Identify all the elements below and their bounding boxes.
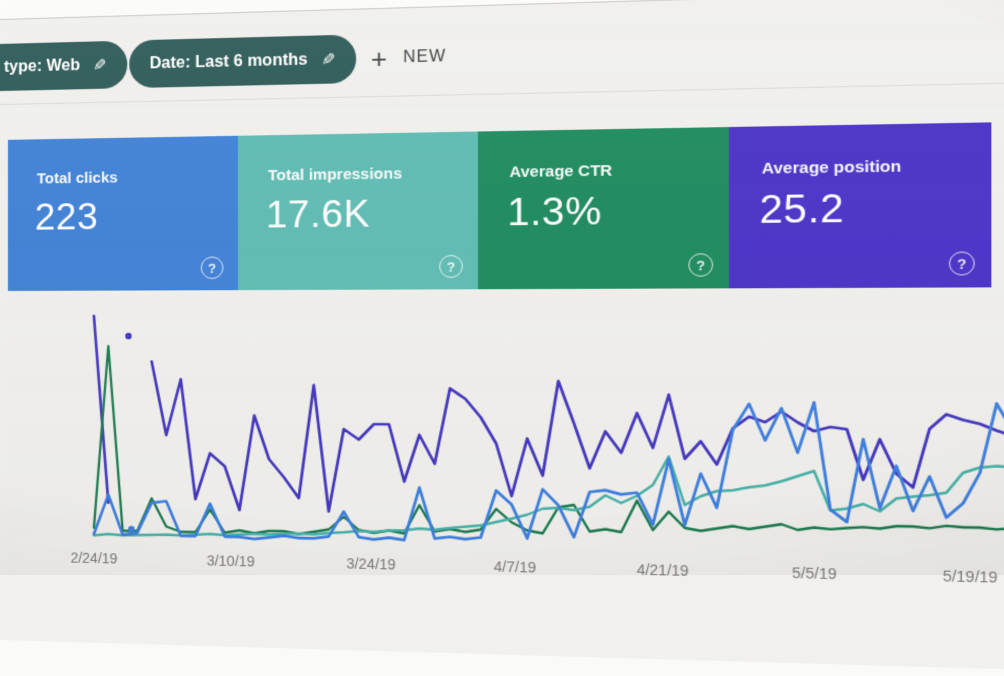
chip-date-range[interactable]: Date: Last 6 months ✎ [129, 34, 357, 89]
chip-search-type[interactable]: type: Web ✎ [0, 40, 127, 93]
series-ctr-line [94, 346, 1004, 551]
metric-value: 17.6K [265, 192, 371, 236]
metric-card-total-impressions[interactable]: Total impressions 17.6K ? [237, 131, 478, 291]
metric-value: 223 [34, 195, 99, 238]
metric-label: Average CTR [509, 161, 613, 182]
x-tick-label: 3/10/19 [206, 552, 255, 570]
filter-bar: type: Web ✎ Date: Last 6 months ✎ + NEW [0, 11, 1004, 93]
plus-icon: + [370, 42, 388, 74]
x-tick-label: 5/19/19 [942, 567, 998, 586]
new-filter-label: NEW [403, 47, 447, 66]
page-top-edge [0, 0, 1004, 20]
x-tick-label: 4/7/19 [493, 558, 537, 576]
metric-label: Total impressions [267, 165, 403, 185]
metric-cards-row: Total clicks 223 ? Total impressions 17.… [7, 122, 992, 291]
help-icon[interactable]: ? [688, 253, 714, 277]
metric-label: Average position [761, 157, 902, 178]
new-filter-button[interactable]: + NEW [371, 32, 446, 83]
help-icon[interactable]: ? [948, 251, 975, 276]
metric-value: 1.3% [507, 189, 602, 234]
metric-label: Total clicks [36, 169, 118, 188]
x-tick-label: 5/5/19 [791, 564, 837, 583]
edit-pencil-icon[interactable]: ✎ [93, 56, 107, 75]
metric-card-average-ctr[interactable]: Average CTR 1.3% ? [477, 127, 729, 290]
series-position-gap-dot [125, 332, 132, 340]
chip-search-type-label: type: Web [3, 56, 80, 76]
help-icon[interactable]: ? [439, 254, 463, 278]
chip-date-range-label: Date: Last 6 months [149, 50, 308, 72]
help-icon[interactable]: ? [200, 256, 224, 280]
metric-card-total-clicks[interactable]: Total clicks 223 ? [7, 135, 238, 291]
metric-value: 25.2 [759, 186, 845, 232]
performance-chart: 2/24/19 3/10/19 3/24/19 4/7/19 4/21/19 5… [0, 292, 1004, 616]
x-tick-label: 4/21/19 [636, 561, 689, 580]
metric-card-average-position[interactable]: Average position 25.2 ? [728, 122, 992, 289]
chart-canvas [0, 292, 1004, 571]
x-tick-label: 2/24/19 [70, 549, 118, 567]
edit-pencil-icon[interactable]: ✎ [321, 51, 336, 69]
x-tick-label: 3/24/19 [346, 555, 396, 573]
